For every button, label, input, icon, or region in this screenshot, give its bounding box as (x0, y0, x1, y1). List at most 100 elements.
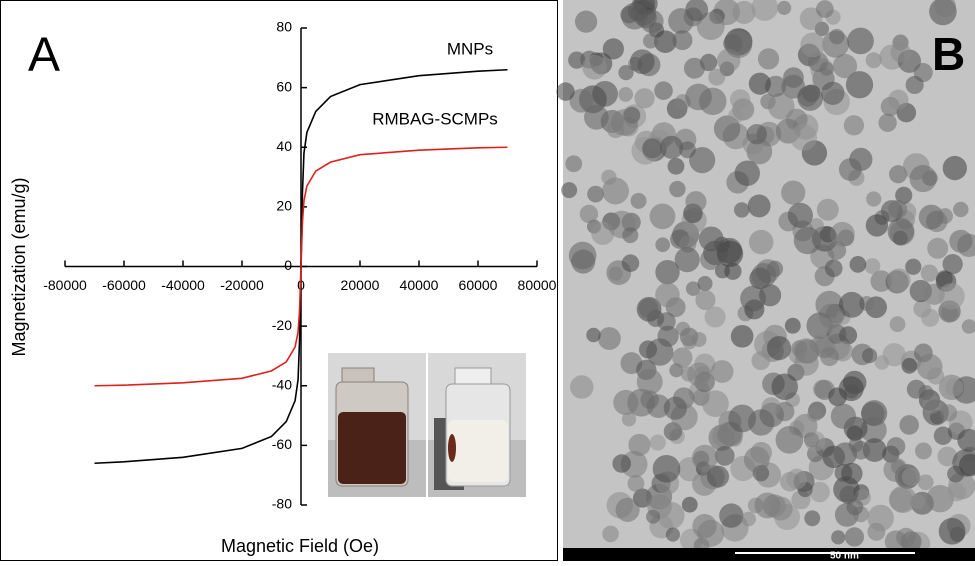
particle (785, 318, 801, 334)
particle (899, 415, 919, 435)
particle (712, 424, 736, 448)
particle (740, 286, 766, 312)
series-label: RMBAG-SCMPs (372, 109, 498, 128)
particle (788, 203, 813, 228)
particle (866, 191, 881, 206)
particle (947, 483, 966, 502)
particle (793, 338, 818, 363)
particle (741, 512, 756, 527)
panel-label: A (28, 29, 60, 82)
particle (862, 348, 877, 363)
particle (684, 58, 705, 79)
y-tick-label: -20 (272, 317, 292, 333)
particle (915, 442, 932, 459)
particle (850, 256, 867, 273)
particle (618, 65, 633, 80)
particle (598, 327, 621, 350)
particle (805, 431, 826, 452)
particle (804, 510, 820, 526)
particle (918, 385, 933, 400)
particle (711, 360, 734, 383)
particle (749, 230, 773, 254)
x-tick-label: 40000 (400, 277, 439, 293)
particle (708, 69, 725, 86)
x-tick-label: 60000 (459, 277, 498, 293)
particle (820, 347, 839, 366)
particle (646, 510, 660, 524)
y-axis-label: Magnetization (emu/g) (9, 177, 29, 356)
particle (844, 115, 864, 135)
particle (689, 147, 715, 173)
particle (637, 369, 663, 395)
particle (681, 366, 696, 381)
particle (781, 180, 805, 204)
particle (675, 247, 700, 272)
y-tick-label: -40 (272, 376, 292, 392)
particle (829, 29, 844, 44)
particle (734, 202, 749, 217)
particle (735, 161, 760, 186)
particle (556, 82, 574, 100)
particle (749, 73, 771, 95)
particle (728, 108, 743, 123)
particle (699, 226, 724, 251)
particle (777, 1, 791, 15)
x-tick-label: -60000 (102, 277, 146, 293)
particle (725, 31, 752, 58)
figure: A Magnetic Field (Oe) Magnetization (emu… (0, 0, 975, 561)
particle (630, 49, 655, 74)
inset-photo (328, 353, 526, 497)
particle (682, 497, 698, 513)
particle (668, 8, 694, 34)
particle (921, 309, 939, 327)
particle (807, 407, 822, 422)
particle (940, 404, 957, 421)
particle (934, 427, 952, 445)
x-tick-label: 80000 (518, 277, 557, 293)
particle (821, 82, 844, 105)
particle (918, 474, 934, 490)
particle (565, 155, 582, 172)
particle (586, 328, 601, 343)
particle (748, 195, 771, 218)
y-tick-label: 40 (276, 138, 292, 154)
particle (691, 332, 706, 347)
particle (889, 488, 913, 512)
x-axis-label: Magnetic Field (Oe) (221, 536, 379, 556)
particle (831, 530, 845, 544)
x-tick-label: 20000 (341, 277, 380, 293)
particle (643, 33, 658, 48)
particle (582, 55, 607, 80)
y-tick-label: 80 (276, 19, 292, 35)
particle (906, 76, 924, 94)
particle (719, 503, 743, 527)
particle (758, 48, 779, 69)
particle (790, 124, 817, 151)
particle (816, 0, 834, 18)
particle (794, 227, 821, 254)
particle (878, 114, 896, 132)
particle (561, 182, 577, 198)
particle (616, 498, 640, 522)
particle (890, 42, 910, 62)
particle (841, 463, 863, 485)
particle (692, 445, 718, 471)
particle (634, 88, 654, 108)
particle (692, 514, 716, 538)
particle (800, 32, 825, 57)
particle (825, 259, 843, 277)
particle (867, 505, 893, 531)
particle (580, 205, 598, 223)
particle (668, 158, 685, 175)
panel-label: B (932, 28, 965, 80)
particle (602, 526, 619, 543)
particle (575, 10, 597, 32)
y-tick-label: 20 (276, 198, 292, 214)
particle (817, 199, 839, 221)
particle (949, 230, 972, 253)
particle (639, 299, 658, 318)
y-tick-label: -60 (272, 436, 292, 452)
particle (730, 89, 750, 109)
particle (864, 258, 880, 274)
particle (613, 390, 638, 415)
